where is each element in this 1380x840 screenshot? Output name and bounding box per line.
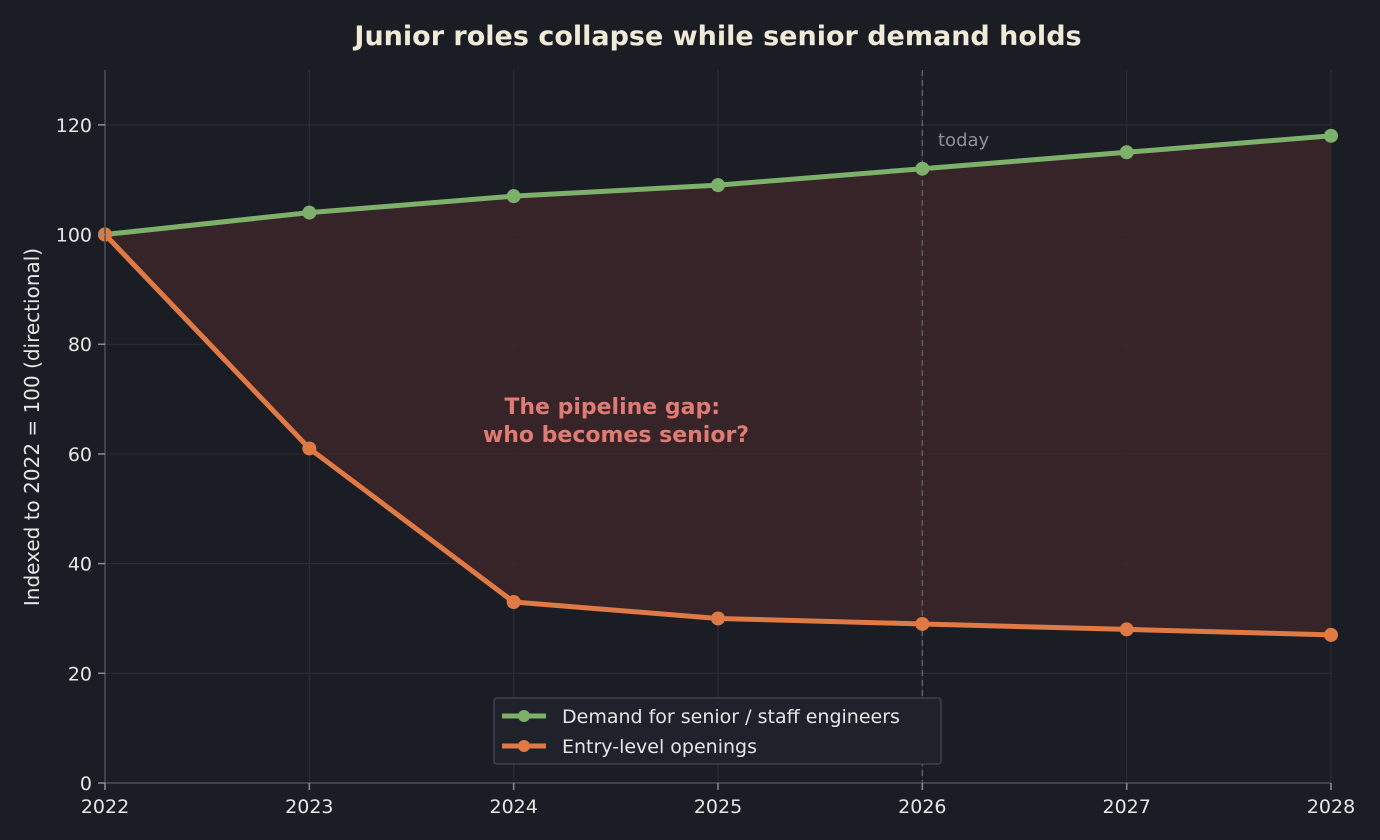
y-tick-label-5: 100 [56, 225, 92, 247]
legend: Demand for senior / staff engineers Entr… [493, 697, 942, 765]
x-tick-label-0: 2022 [81, 796, 129, 818]
legend-box [493, 697, 942, 765]
annotation-line-1: The pipeline gap: [504, 395, 720, 420]
y-tick-label-1: 20 [68, 663, 92, 685]
legend-item-entry: Entry-level openings [502, 736, 757, 758]
data-point-entry-level-2023 [302, 441, 317, 456]
x-tick-label-6: 2028 [1307, 796, 1355, 818]
legend-marker-senior [518, 710, 530, 722]
fill-layer [105, 135, 1331, 635]
x-tick-label-1: 2023 [285, 796, 333, 818]
y-tick-label-0: 0 [80, 773, 92, 795]
data-point-entry-level-2026 [915, 616, 930, 631]
series-layer [98, 128, 1338, 642]
data-point-senior-demand-2026 [915, 161, 930, 176]
pipeline-gap-annotation: The pipeline gap: who becomes senior? [483, 395, 749, 448]
x-tick-label-2: 2024 [489, 796, 537, 818]
legend-label-entry: Entry-level openings [562, 736, 757, 758]
y-tick-label-4: 80 [68, 334, 92, 356]
y-tick-label-3: 60 [68, 444, 92, 466]
axes-layer: 0 20 40 60 80 100 120 2022 2023 2024 2025 2026 2027 2… [56, 70, 1355, 818]
data-point-entry-level-2025 [711, 611, 725, 626]
legend-marker-entry [518, 740, 530, 752]
pipeline-gap-area [105, 135, 1331, 635]
chart-title: Junior roles collapse while senior deman… [352, 21, 1081, 52]
y-axis-label: Indexed to 2022 = 100 (directional) [20, 248, 44, 606]
annotation-line-2: who becomes senior? [483, 423, 749, 448]
x-tick-label-3: 2025 [694, 796, 742, 818]
data-point-senior-demand-2028 [1324, 128, 1338, 143]
x-tick-label-5: 2027 [1102, 796, 1150, 818]
data-point-senior-demand-2024 [506, 189, 521, 204]
data-point-senior-demand-2027 [1119, 145, 1134, 160]
data-point-entry-level-2028 [1324, 627, 1338, 642]
data-point-senior-demand-2023 [302, 205, 317, 220]
y-tick-label-2: 40 [68, 554, 92, 576]
data-point-entry-level-2027 [1119, 622, 1134, 637]
x-tick-label-4: 2026 [898, 796, 946, 818]
legend-item-senior: Demand for senior / staff engineers [502, 706, 900, 728]
data-point-entry-level-2024 [506, 595, 521, 610]
data-point-senior-demand-2025 [711, 178, 725, 193]
today-label: today [938, 130, 990, 151]
legend-label-senior: Demand for senior / staff engineers [562, 706, 900, 728]
y-tick-label-6: 120 [56, 115, 92, 137]
